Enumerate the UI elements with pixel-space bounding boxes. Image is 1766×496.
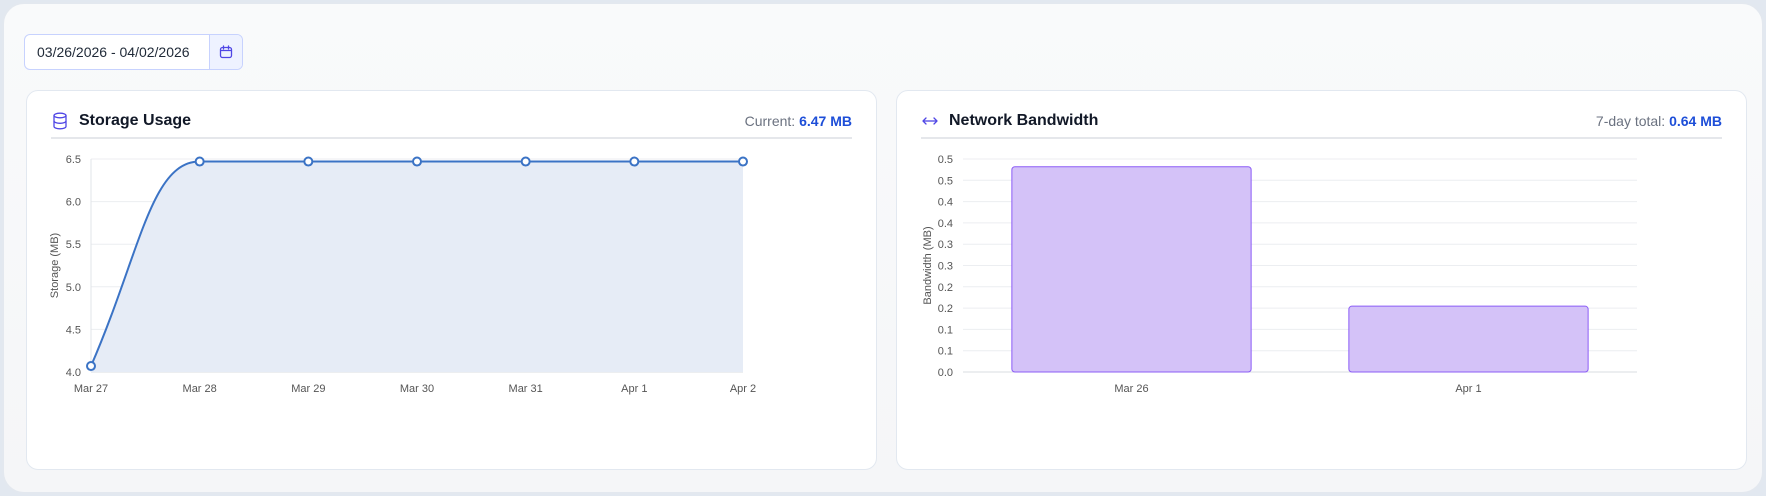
data-point (738, 156, 748, 167)
storage-current-meta: Current: 6.47 MB (745, 113, 852, 129)
x-tick-label: Mar 30 (400, 383, 434, 395)
storage-usage-chart: 6.5 6.0 5.5 5.0 4.5 4.0 Mar 27 Mar 28 Mar 29 Mar … (49, 154, 756, 395)
data-point (86, 361, 96, 372)
x-tick-label: Apr 1 (621, 383, 647, 395)
bandwidth-card-header: Network Bandwidth 7-day total: 0.64 MB (921, 105, 1722, 139)
bandwidth-total-meta: 7-day total: 0.64 MB (1596, 113, 1722, 129)
y-tick-label: 0.3 (938, 239, 953, 251)
y-axis-title: Bandwidth (MB) (922, 226, 934, 304)
x-tick-label: Mar 31 (509, 383, 543, 395)
y-tick-label: 0.4 (938, 197, 953, 209)
y-tick-label: 0.1 (938, 346, 953, 358)
y-tick-label: 6.5 (66, 154, 81, 166)
bandwidth-total-value: 0.64 MB (1669, 113, 1722, 129)
y-tick-label: 5.5 (66, 239, 81, 251)
y-tick-label: 0.0 (938, 367, 953, 379)
y-tick-label: 0.2 (938, 303, 953, 315)
bandwidth-bar (1348, 305, 1589, 373)
y-tick-label: 5.0 (66, 282, 81, 294)
x-tick-label: Mar 26 (1114, 383, 1148, 395)
x-tick-label: Apr 1 (1455, 383, 1481, 395)
storage-usage-card: Storage Usage Current: 6.47 MB 6.5 6.0 5.5… (26, 90, 877, 470)
y-tick-label: 0.1 (938, 324, 953, 336)
data-point (412, 156, 422, 167)
data-point (194, 156, 205, 167)
storage-area-fill (91, 161, 743, 372)
x-tick-label: Mar 28 (183, 383, 217, 395)
arrows-left-right-icon (921, 112, 939, 130)
data-point (520, 156, 531, 167)
storage-current-value: 6.47 MB (799, 113, 852, 129)
network-bandwidth-chart: 0.5 0.5 0.4 0.4 0.3 0.3 0.2 0.2 0.1 0.1 0.0 Bandwid… (922, 154, 1637, 395)
network-bandwidth-card: Network Bandwidth 7-day total: 0.64 MB 0… (896, 90, 1747, 470)
storage-card-header: Storage Usage Current: 6.47 MB (51, 105, 852, 139)
y-tick-label: 0.3 (938, 261, 953, 273)
calendar-icon (219, 45, 233, 59)
y-tick-label: 6.0 (66, 197, 81, 209)
bandwidth-bar (1011, 166, 1252, 373)
y-tick-label: 4.0 (66, 367, 81, 379)
x-tick-label: Mar 29 (291, 383, 325, 395)
y-tick-label: 4.5 (66, 324, 81, 336)
x-tick-label: Apr 2 (730, 383, 756, 395)
storage-card-title: Storage Usage (79, 112, 192, 129)
y-tick-label: 0.2 (938, 282, 953, 294)
y-tick-label: 0.5 (938, 154, 953, 166)
y-tick-label: 0.5 (938, 175, 953, 187)
data-point (303, 156, 314, 167)
storage-current-label: Current: (744, 113, 796, 129)
data-point (629, 156, 640, 167)
bandwidth-total-label: 7-day total: (1595, 113, 1666, 129)
y-tick-label: 0.4 (938, 218, 953, 230)
x-tick-label: Mar 27 (74, 383, 108, 395)
calendar-button[interactable] (209, 35, 242, 69)
date-range-input[interactable] (25, 35, 209, 69)
bandwidth-card-title: Network Bandwidth (949, 112, 1099, 129)
y-axis-title: Storage (MB) (49, 233, 61, 298)
date-range-picker[interactable] (24, 34, 243, 70)
database-icon (51, 112, 69, 130)
